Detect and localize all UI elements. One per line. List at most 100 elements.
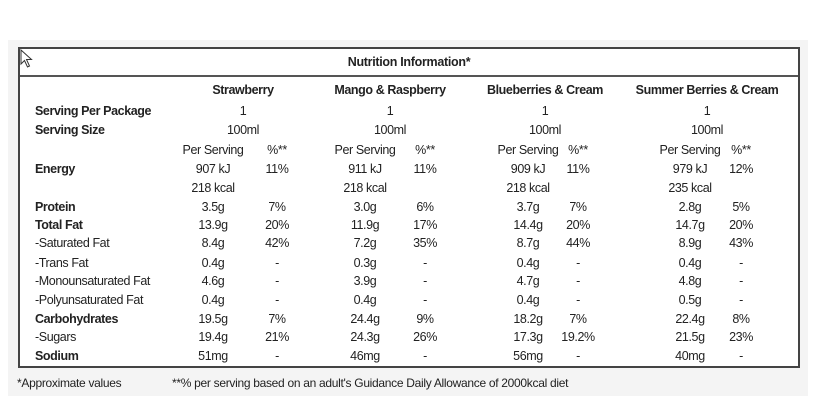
percent-value: - <box>739 274 743 288</box>
percent-value: 11% <box>566 162 590 176</box>
per-serving-value: 907 kJ <box>195 162 231 176</box>
per-serving-value: 0.5g <box>678 293 702 307</box>
nutrition-table: Nutrition Information* <box>18 47 800 368</box>
per-serving-value: 19.4g <box>198 330 228 344</box>
per-serving-value: 8.4g <box>201 236 225 250</box>
percent-value: - <box>576 293 580 307</box>
percent-value: - <box>275 274 279 288</box>
product-header: Strawberry <box>212 83 274 97</box>
percent-header: %** <box>731 143 751 157</box>
per-serving-header: Per Serving <box>182 143 244 157</box>
percent-value: 23% <box>729 330 753 344</box>
percent-value: - <box>576 349 580 363</box>
percent-value: 5% <box>732 200 750 214</box>
per-serving-value: 7.2g <box>353 236 377 250</box>
serving-size-value: 100ml <box>373 123 407 137</box>
percent-value: 11% <box>265 162 289 176</box>
percent-value: - <box>576 274 580 288</box>
per-serving-value: 979 kJ <box>672 162 708 176</box>
serving-per-package-value: 1 <box>541 104 549 118</box>
per-serving-value: 218 kcal <box>343 181 387 195</box>
per-serving-value: 3.7g <box>516 200 540 214</box>
serving-per-package-value: 1 <box>239 104 247 118</box>
row-label: Energy <box>35 162 75 176</box>
per-serving-value: 0.4g <box>201 256 225 270</box>
percent-header: %** <box>267 143 287 157</box>
per-serving-value: 24.3g <box>350 330 380 344</box>
percent-value: - <box>275 349 279 363</box>
per-serving-value: 56mg <box>513 349 543 363</box>
percent-value: 7% <box>569 312 587 326</box>
row-label: -Polyunsaturated Fat <box>35 293 144 307</box>
row-label: -Monounsaturated Fat <box>35 274 150 288</box>
percent-value: - <box>275 293 279 307</box>
per-serving-value: 40mg <box>675 349 705 363</box>
percent-value: 7% <box>268 312 286 326</box>
footnote-gda: **% per serving based on an adult's Guid… <box>172 376 569 390</box>
row-label: Serving Size <box>35 123 105 137</box>
per-serving-value: 3.5g <box>201 200 225 214</box>
per-serving-value: 4.7g <box>516 274 540 288</box>
percent-value: 6% <box>416 200 434 214</box>
per-serving-value: 2.8g <box>678 200 702 214</box>
product-header: Blueberries & Cream <box>486 83 604 97</box>
per-serving-value: 0.4g <box>516 256 540 270</box>
serving-per-package-value: 1 <box>703 104 711 118</box>
percent-value: 26% <box>413 330 437 344</box>
percent-value: 7% <box>268 200 286 214</box>
per-serving-value: 13.9g <box>198 218 228 232</box>
per-serving-value: 11.9g <box>350 218 380 232</box>
percent-value: 19.2% <box>561 330 595 344</box>
table-title: Nutrition Information* <box>20 49 798 77</box>
per-serving-header: Per Serving <box>334 143 396 157</box>
percent-value: - <box>423 256 427 270</box>
percent-value: 43% <box>729 236 753 250</box>
product-header: Mango & Raspberry <box>334 83 446 97</box>
row-label: Carbohydrates <box>35 312 119 326</box>
percent-value: - <box>576 256 580 270</box>
per-serving-value: 3.9g <box>353 274 377 288</box>
row-label: Serving Per Package <box>35 104 152 118</box>
percent-value: 12% <box>729 162 753 176</box>
row-label: Sodium <box>35 349 79 363</box>
row-label: Protein <box>35 200 76 214</box>
percent-value: 17% <box>413 218 437 232</box>
per-serving-value: 0.4g <box>678 256 702 270</box>
percent-value: 44% <box>566 236 590 250</box>
per-serving-value: 0.3g <box>353 256 377 270</box>
percent-value: - <box>739 293 743 307</box>
percent-value: 20% <box>566 218 590 232</box>
percent-value: 8% <box>732 312 750 326</box>
row-label: -Trans Fat <box>35 256 89 270</box>
per-serving-value: 0.4g <box>201 293 225 307</box>
product-header: Summer Berries & Cream <box>635 83 779 97</box>
per-serving-value: 235 kcal <box>668 181 712 195</box>
per-serving-header: Per Serving <box>497 143 559 157</box>
per-serving-header: Per Serving <box>659 143 721 157</box>
per-serving-value: 46mg <box>350 349 380 363</box>
serving-per-package-value: 1 <box>386 104 394 118</box>
per-serving-value: 19.5g <box>198 312 228 326</box>
percent-value: 21% <box>265 330 289 344</box>
percent-value: 42% <box>265 236 289 250</box>
per-serving-value: 22.4g <box>675 312 705 326</box>
per-serving-value: 218 kcal <box>506 181 550 195</box>
footnote-approx: *Approximate values <box>17 376 122 390</box>
per-serving-value: 51mg <box>198 349 228 363</box>
per-serving-value: 0.4g <box>353 293 377 307</box>
per-serving-value: 14.7g <box>675 218 705 232</box>
percent-value: - <box>739 349 743 363</box>
serving-size-value: 100ml <box>528 123 562 137</box>
per-serving-value: 8.9g <box>678 236 702 250</box>
percent-value: 7% <box>569 200 587 214</box>
percent-value: 35% <box>413 236 437 250</box>
per-serving-value: 21.5g <box>675 330 705 344</box>
per-serving-value: 18.2g <box>513 312 543 326</box>
per-serving-value: 14.4g <box>513 218 543 232</box>
per-serving-value: 4.6g <box>201 274 225 288</box>
row-label: Total Fat <box>35 218 83 232</box>
percent-header: %** <box>415 143 435 157</box>
percent-value: - <box>423 274 427 288</box>
percent-header: %** <box>568 143 588 157</box>
mouse-cursor-icon <box>20 49 33 68</box>
